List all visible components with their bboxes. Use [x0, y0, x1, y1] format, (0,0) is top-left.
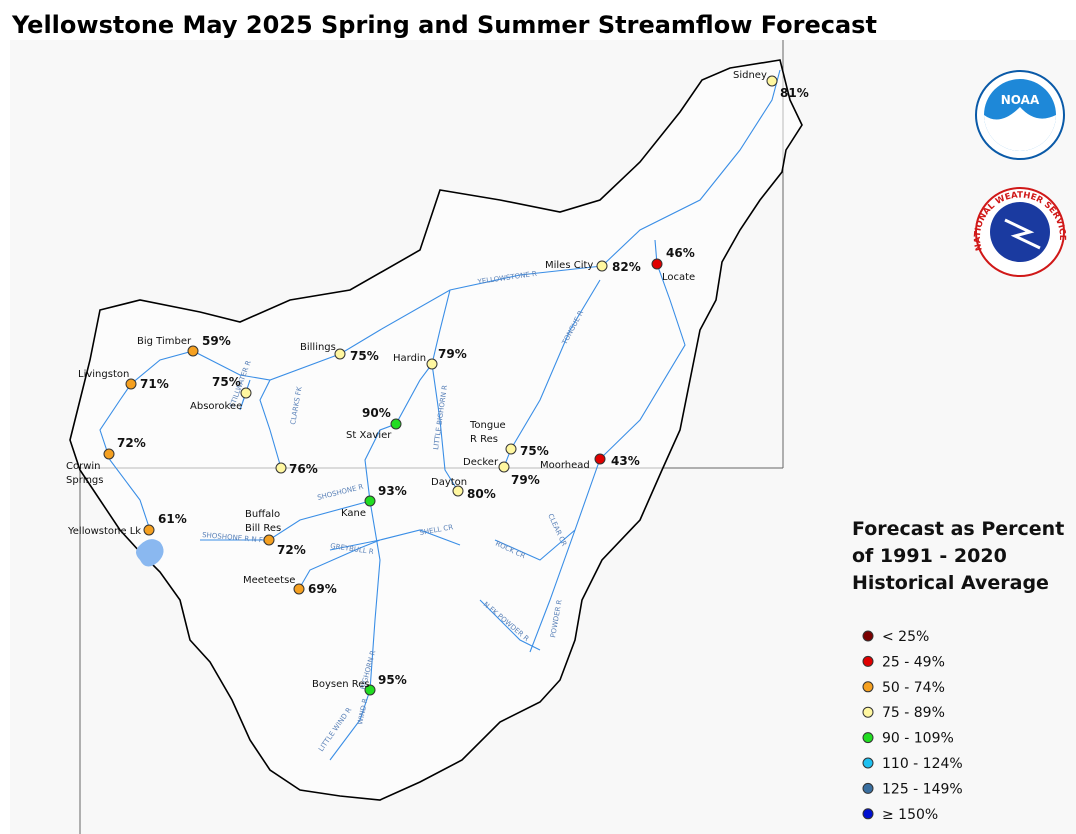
station-percent: 75%: [212, 375, 241, 389]
legend-label: ≥ 150%: [882, 807, 938, 823]
station-percent: 82%: [612, 260, 641, 274]
station-dot: [594, 453, 606, 465]
station-name: Boysen Res: [312, 679, 370, 690]
station-name: Absorokee: [190, 401, 242, 412]
station-percent: 72%: [117, 436, 146, 450]
station-percent: 93%: [378, 484, 407, 498]
station-percent: 81%: [780, 86, 809, 100]
legend-label: < 25%: [882, 629, 929, 645]
legend-swatch: [862, 782, 874, 794]
station-dot: [505, 443, 517, 455]
stations: Sidney 81% Miles City 82% Locate 46% Big Timbe…: [66, 70, 809, 696]
station-percent: 95%: [378, 673, 407, 687]
station-dot: [364, 684, 376, 696]
station-dot: [293, 583, 305, 595]
station-name: Tongue: [469, 420, 506, 431]
title: Yellowstone May 2025 Spring and Summer S…: [11, 11, 877, 39]
noaa-text: NOAA: [1001, 93, 1040, 107]
station-dot: [390, 418, 402, 430]
station-dot: [334, 348, 346, 360]
basin-outline: [69, 59, 803, 801]
station-dot: [275, 462, 287, 474]
station-name: Kane: [341, 508, 366, 519]
legend-label: 50 - 74%: [882, 680, 945, 696]
station-percent: 46%: [666, 246, 695, 260]
station-name: Decker: [463, 457, 499, 468]
legend-label: 75 - 89%: [882, 705, 945, 721]
station-percent: 59%: [202, 334, 231, 348]
legend-title: of 1991 - 2020: [852, 545, 1007, 567]
station-percent: 79%: [438, 347, 467, 361]
legend-swatch: [862, 808, 874, 820]
station-percent: 43%: [611, 454, 640, 468]
station-dot: [240, 387, 252, 399]
legend-title: Forecast as Percent: [852, 518, 1064, 540]
station-name: Locate: [662, 272, 695, 283]
station-percent: 61%: [158, 512, 187, 526]
station-name: Miles City: [545, 260, 593, 271]
station-dot: [103, 448, 115, 460]
legend-swatch: [862, 706, 874, 718]
station-name: Billings: [300, 342, 336, 353]
legend-label: 110 - 124%: [882, 756, 963, 772]
station-name: Sidney: [733, 70, 767, 81]
station-name: Big Timber: [137, 336, 192, 347]
legend-title: Historical Average: [852, 572, 1049, 594]
station-percent: 71%: [140, 377, 169, 391]
station-percent: 79%: [511, 473, 540, 487]
noaa-logo: NOAA: [975, 70, 1065, 160]
station-name: Hardin: [393, 353, 426, 364]
legend-swatch: [862, 732, 874, 744]
legend: Forecast as Percent of 1991 - 2020 Histori…: [852, 518, 1064, 823]
station-name: R Res: [470, 434, 498, 445]
station-dot: [143, 524, 155, 536]
station-dot: [596, 260, 608, 272]
legend-swatch: [862, 757, 874, 769]
station-dot: [452, 485, 464, 497]
station-dot: [426, 358, 438, 370]
legend-swatch: [862, 630, 874, 642]
legend-swatch: [862, 681, 874, 693]
station-name: Yellowstone Lk: [67, 526, 141, 537]
station-dot: [364, 495, 376, 507]
station-dot: [651, 258, 663, 270]
station-name: Corwin: [66, 461, 101, 472]
station-dot: [125, 378, 137, 390]
station-percent: 80%: [467, 487, 496, 501]
station-percent: 75%: [350, 349, 379, 363]
station-dot: [766, 75, 778, 87]
station-name: St Xavier: [346, 430, 392, 441]
yellowstone-lake: [136, 539, 164, 567]
station-percent: 69%: [308, 582, 337, 596]
station-percent: 76%: [289, 462, 318, 476]
station-percent: 72%: [277, 543, 306, 557]
legend-swatch: [862, 655, 874, 667]
station-name: Meeteetse: [243, 575, 295, 586]
station-percent: 90%: [362, 406, 391, 420]
station-name: Livingston: [78, 369, 129, 380]
station-name: Bill Res: [245, 523, 281, 534]
nws-logo: NATIONAL WEATHER SERVICE: [973, 187, 1067, 277]
legend-label: 25 - 49%: [882, 654, 945, 670]
station-name: Springs: [66, 475, 103, 486]
legend-label: 125 - 149%: [882, 781, 963, 797]
station-dot: [498, 461, 510, 473]
station-name: Dayton: [431, 477, 467, 488]
station-dot: [263, 534, 275, 546]
legend-label: 90 - 109%: [882, 731, 954, 747]
station-name: Moorhead: [540, 460, 590, 471]
station-name: Buffalo: [245, 509, 280, 520]
station-dot: [187, 345, 199, 357]
station-percent: 75%: [520, 444, 549, 458]
